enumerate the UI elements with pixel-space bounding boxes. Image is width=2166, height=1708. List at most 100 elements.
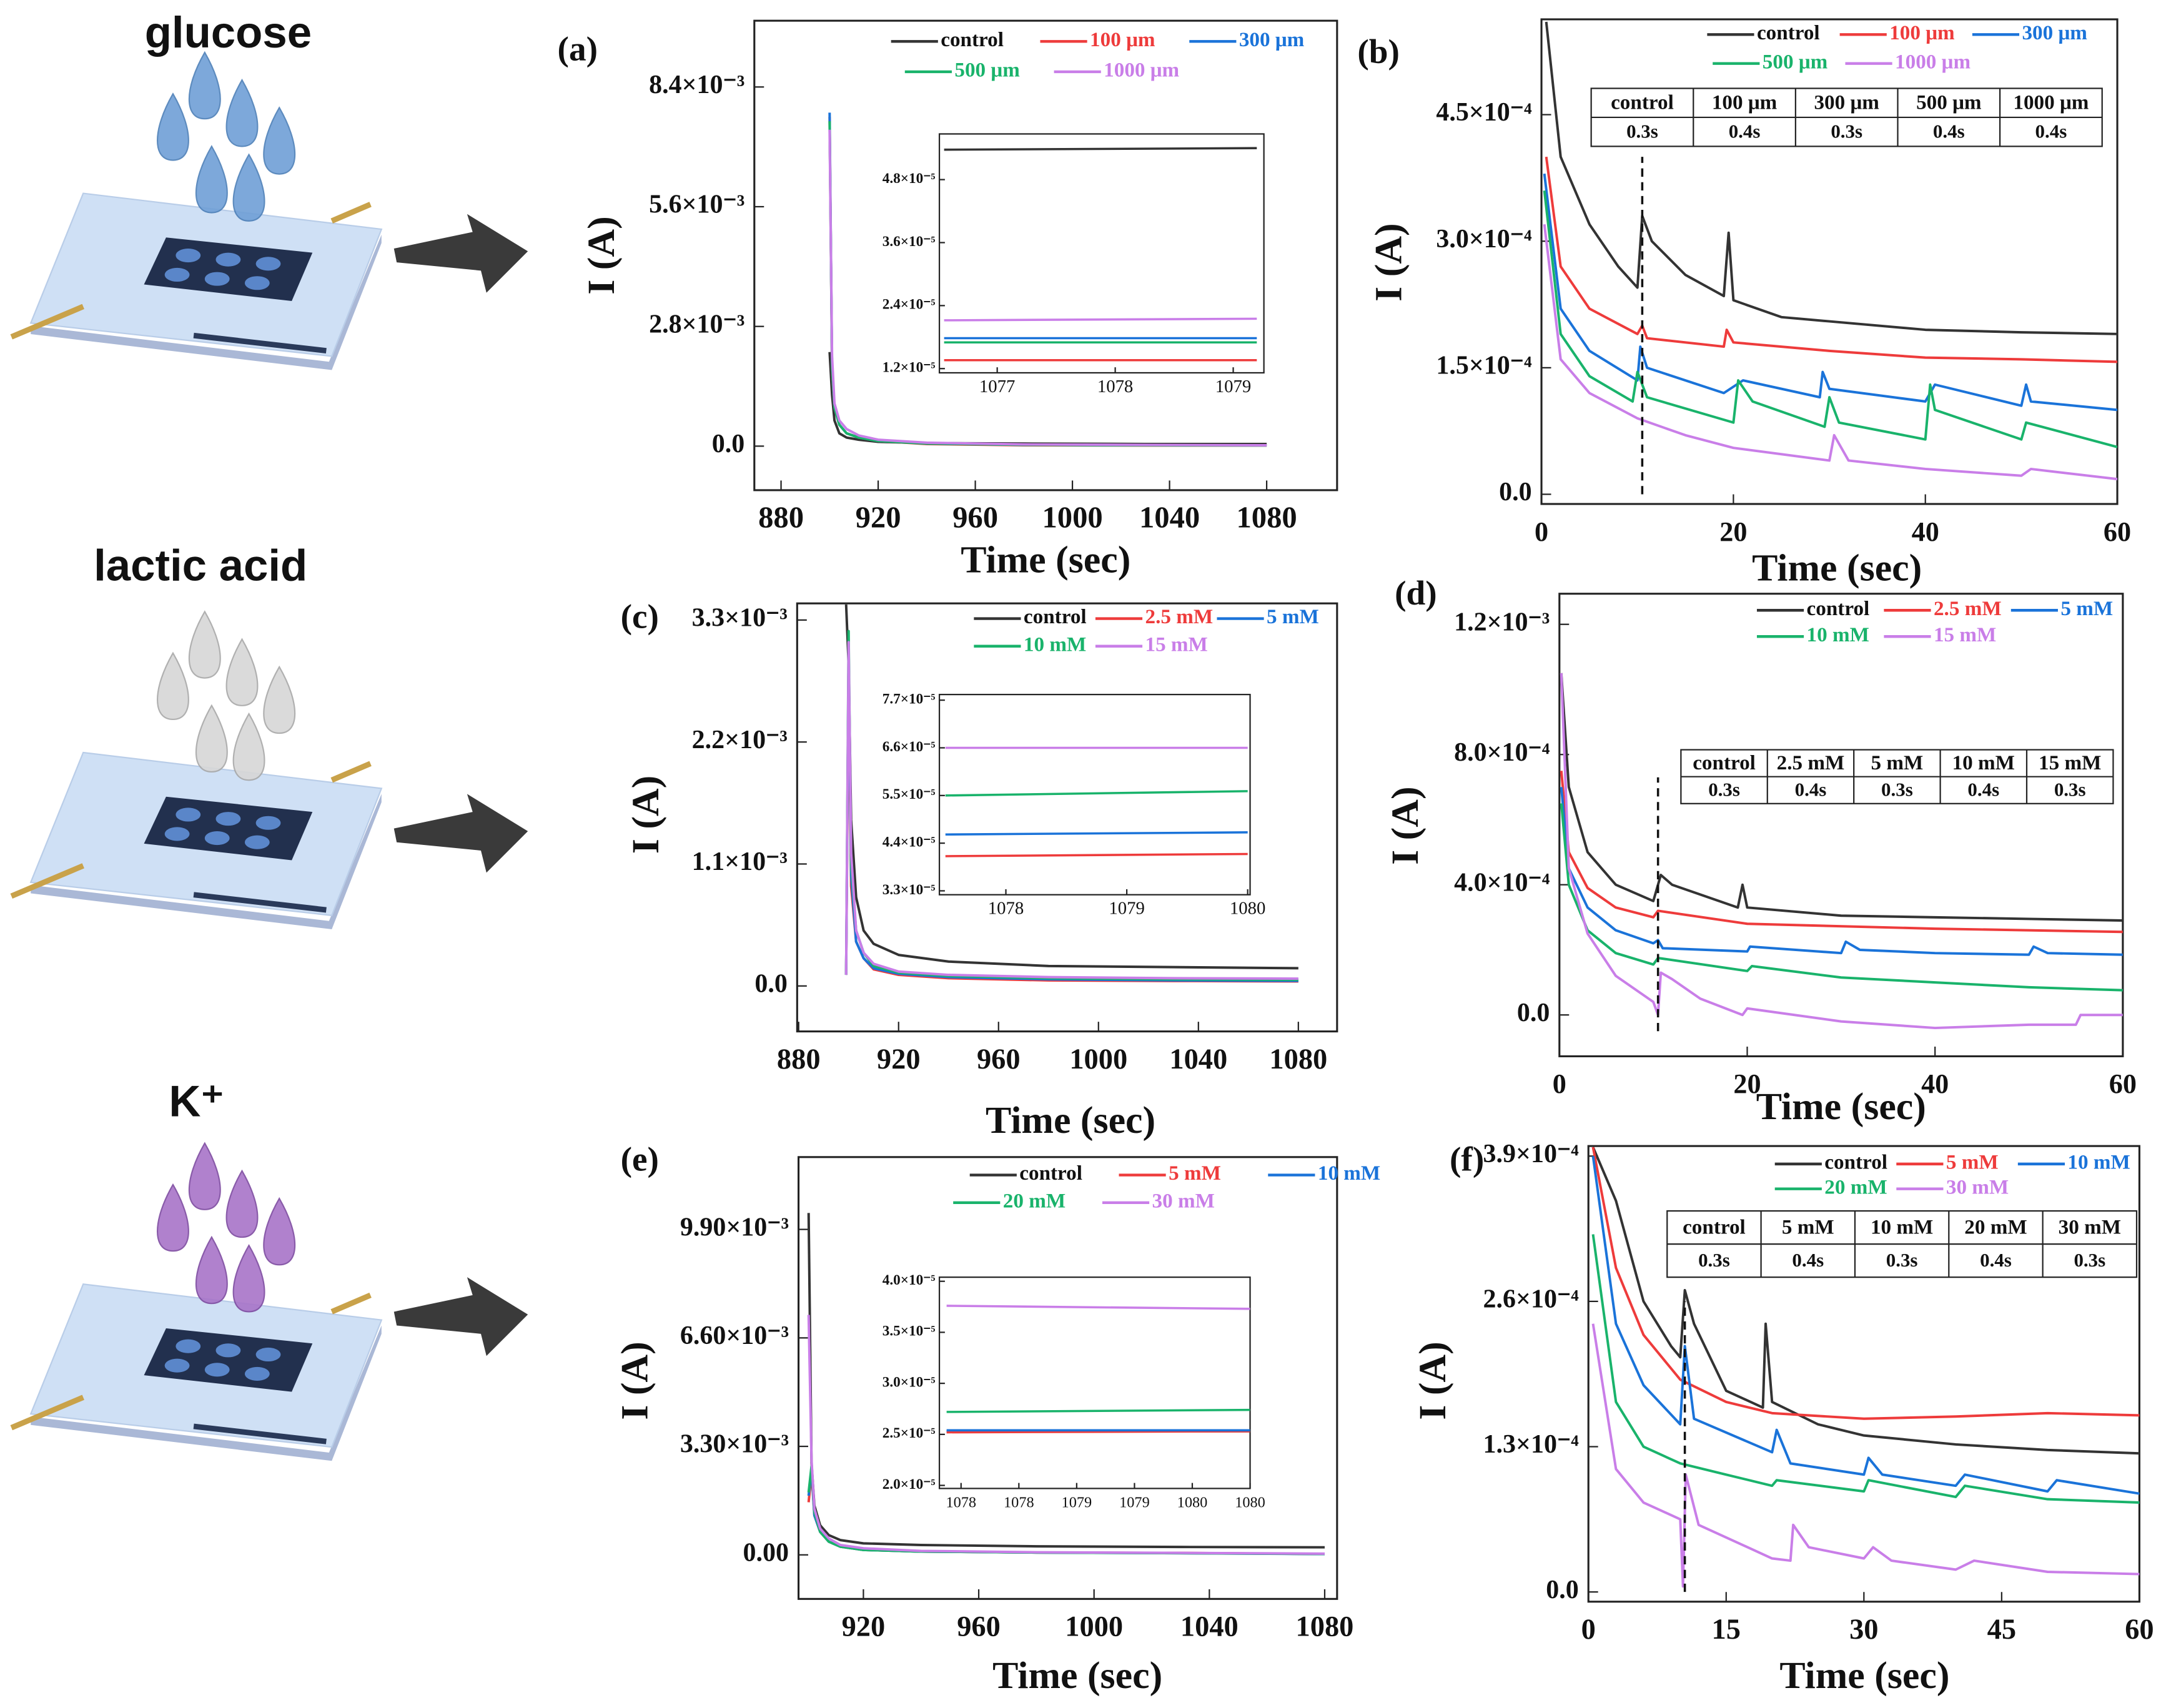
y-tick-label: 2.6×10⁻⁴ — [1483, 1285, 1580, 1314]
table-cell: 0.3s — [1708, 779, 1740, 801]
electrode-well — [244, 835, 270, 849]
x-tick-label: 1078 — [1004, 1494, 1034, 1511]
y-tick-label: 0.0 — [1499, 478, 1532, 506]
table-cell: 0.4s — [1795, 779, 1827, 801]
x-tick-label: 1079 — [1215, 377, 1251, 397]
x-axis-label: Time (sec) — [1779, 1654, 1949, 1697]
series-line — [946, 1408, 1250, 1413]
y-tick-label: 2.2×10⁻³ — [692, 726, 788, 754]
inset-chart: 1.2×10⁻⁵ 2.4×10⁻⁵ 3.6×10⁻⁵ 4.8×10⁻⁵ 1077 1078… — [883, 133, 1265, 397]
sensor-illustration — [10, 51, 383, 370]
table-cell: 0.4s — [1933, 120, 1965, 142]
droplet — [157, 1183, 189, 1252]
analyte-label: K⁺ — [169, 1076, 224, 1125]
table-header: 5 mM — [1871, 751, 1923, 774]
legend-label: 2.5 mM — [1934, 597, 2002, 620]
x-tick-label: 1040 — [1169, 1044, 1227, 1075]
electrode-well — [176, 1339, 201, 1353]
y-tick-label: 1.2×10⁻³ — [1454, 608, 1550, 636]
legend-label: control — [1024, 605, 1087, 628]
table-cell: 0.3s — [1831, 120, 1862, 142]
y-tick-label: 0.0 — [1546, 1576, 1579, 1604]
table-cell: 0.4s — [2035, 120, 2067, 142]
series-line — [1591, 1147, 2140, 1420]
electrode-well — [176, 248, 201, 263]
x-tick-label: 0 — [1535, 516, 1548, 547]
y-tick-label: 1.2×10⁻⁵ — [883, 360, 936, 376]
y-tick-label: 3.3×10⁻⁵ — [883, 882, 936, 898]
legend-label: 1000 μm — [1104, 59, 1179, 82]
legend-label: control — [941, 28, 1004, 51]
table-header: 20 mM — [1964, 1215, 2027, 1238]
y-tick-label: 1.1×10⁻³ — [692, 847, 788, 876]
x-axis-label: Time (sec) — [986, 1099, 1155, 1142]
panel-label: (c) — [621, 597, 659, 635]
table-cell: 0.3s — [1626, 120, 1658, 142]
series-line — [1560, 673, 2123, 1030]
y-tick-label: 3.3×10⁻³ — [692, 603, 788, 632]
table-header: 15 mM — [2039, 751, 2101, 774]
legend-label: 10 mM — [2067, 1150, 2130, 1173]
sensor-illustration — [10, 610, 383, 929]
legend-label: 5 mM — [1169, 1162, 1221, 1185]
analyte-label: glucose — [145, 7, 312, 57]
electrode — [193, 892, 327, 913]
table-cell: 0.4s — [1792, 1249, 1824, 1271]
table-header: control — [1611, 91, 1674, 114]
x-tick-label: 1000 — [1069, 1044, 1127, 1075]
droplet — [195, 704, 228, 773]
x-tick-label: 1080 — [1236, 501, 1297, 535]
table-cell: 0.4s — [1967, 779, 1999, 801]
electrode — [193, 332, 327, 353]
electrode-well — [255, 816, 281, 830]
droplet — [232, 153, 265, 222]
y-tick-label: 8.4×10⁻³ — [649, 71, 744, 99]
table-cell: 0.4s — [1729, 120, 1761, 142]
x-tick-label: 1079 — [1119, 1494, 1150, 1511]
plot-frame — [938, 1276, 1251, 1489]
x-tick-label: 1000 — [1042, 501, 1102, 535]
y-tick-label: 5.5×10⁻⁵ — [883, 786, 936, 802]
electrode-well — [215, 252, 241, 267]
y-axis-label: I (A) — [1384, 786, 1427, 864]
panel-label: (d) — [1395, 574, 1437, 612]
legend-label: 2.5 mM — [1145, 605, 1213, 628]
legend-label: control — [1019, 1162, 1082, 1185]
plot-frame — [1558, 593, 2124, 1057]
legend-label: 15 mM — [1934, 623, 1996, 646]
x-axis-label: Time (sec) — [1752, 547, 1922, 590]
wire — [330, 202, 372, 224]
y-tick-label: 0.0 — [712, 430, 745, 458]
x-tick-label: 0 — [1581, 1614, 1596, 1646]
y-tick-label: 3.9×10⁻⁴ — [1483, 1140, 1580, 1168]
inset-chart: 3.3×10⁻⁵ 4.4×10⁻⁵ 5.5×10⁻⁵ 6.6×10⁻⁵ 7.7×10⁻⁵… — [883, 691, 1266, 918]
legend-label: 30 mM — [1152, 1189, 1215, 1212]
x-axis-label: Time (sec) — [961, 538, 1130, 581]
electrode-well — [244, 276, 270, 290]
x-tick-label: 0 — [1553, 1069, 1566, 1099]
y-tick-label: 0.0 — [754, 969, 788, 998]
legend-label: 100 μm — [1889, 21, 1955, 44]
electrode-well — [164, 267, 190, 282]
table-header: 2.5 mM — [1777, 751, 1845, 774]
electrode-well — [255, 257, 281, 271]
legend-label: 500 μm — [1763, 50, 1828, 73]
y-tick-label: 0.0 — [1517, 999, 1550, 1027]
series-line — [945, 790, 1248, 797]
y-tick-label: 4.8×10⁻⁵ — [883, 170, 936, 187]
x-tick-label: 1080 — [1296, 1611, 1354, 1643]
y-tick-label: 2.5×10⁻⁵ — [883, 1425, 936, 1441]
x-axis-label: Time (sec) — [1756, 1085, 1926, 1128]
panel-label: (f) — [1450, 1140, 1484, 1178]
y-tick-label: 2.8×10⁻³ — [649, 310, 744, 338]
x-tick-label: 920 — [842, 1611, 886, 1643]
legend-label: 20 mM — [1824, 1175, 1887, 1198]
series-line — [945, 852, 1248, 857]
x-tick-label: 45 — [1987, 1614, 2016, 1646]
big-arrow — [393, 214, 528, 293]
table-header: control — [1693, 751, 1756, 774]
y-tick-label: 9.90×10⁻³ — [680, 1213, 789, 1242]
series-line — [945, 831, 1248, 836]
series-line — [1560, 673, 2123, 922]
